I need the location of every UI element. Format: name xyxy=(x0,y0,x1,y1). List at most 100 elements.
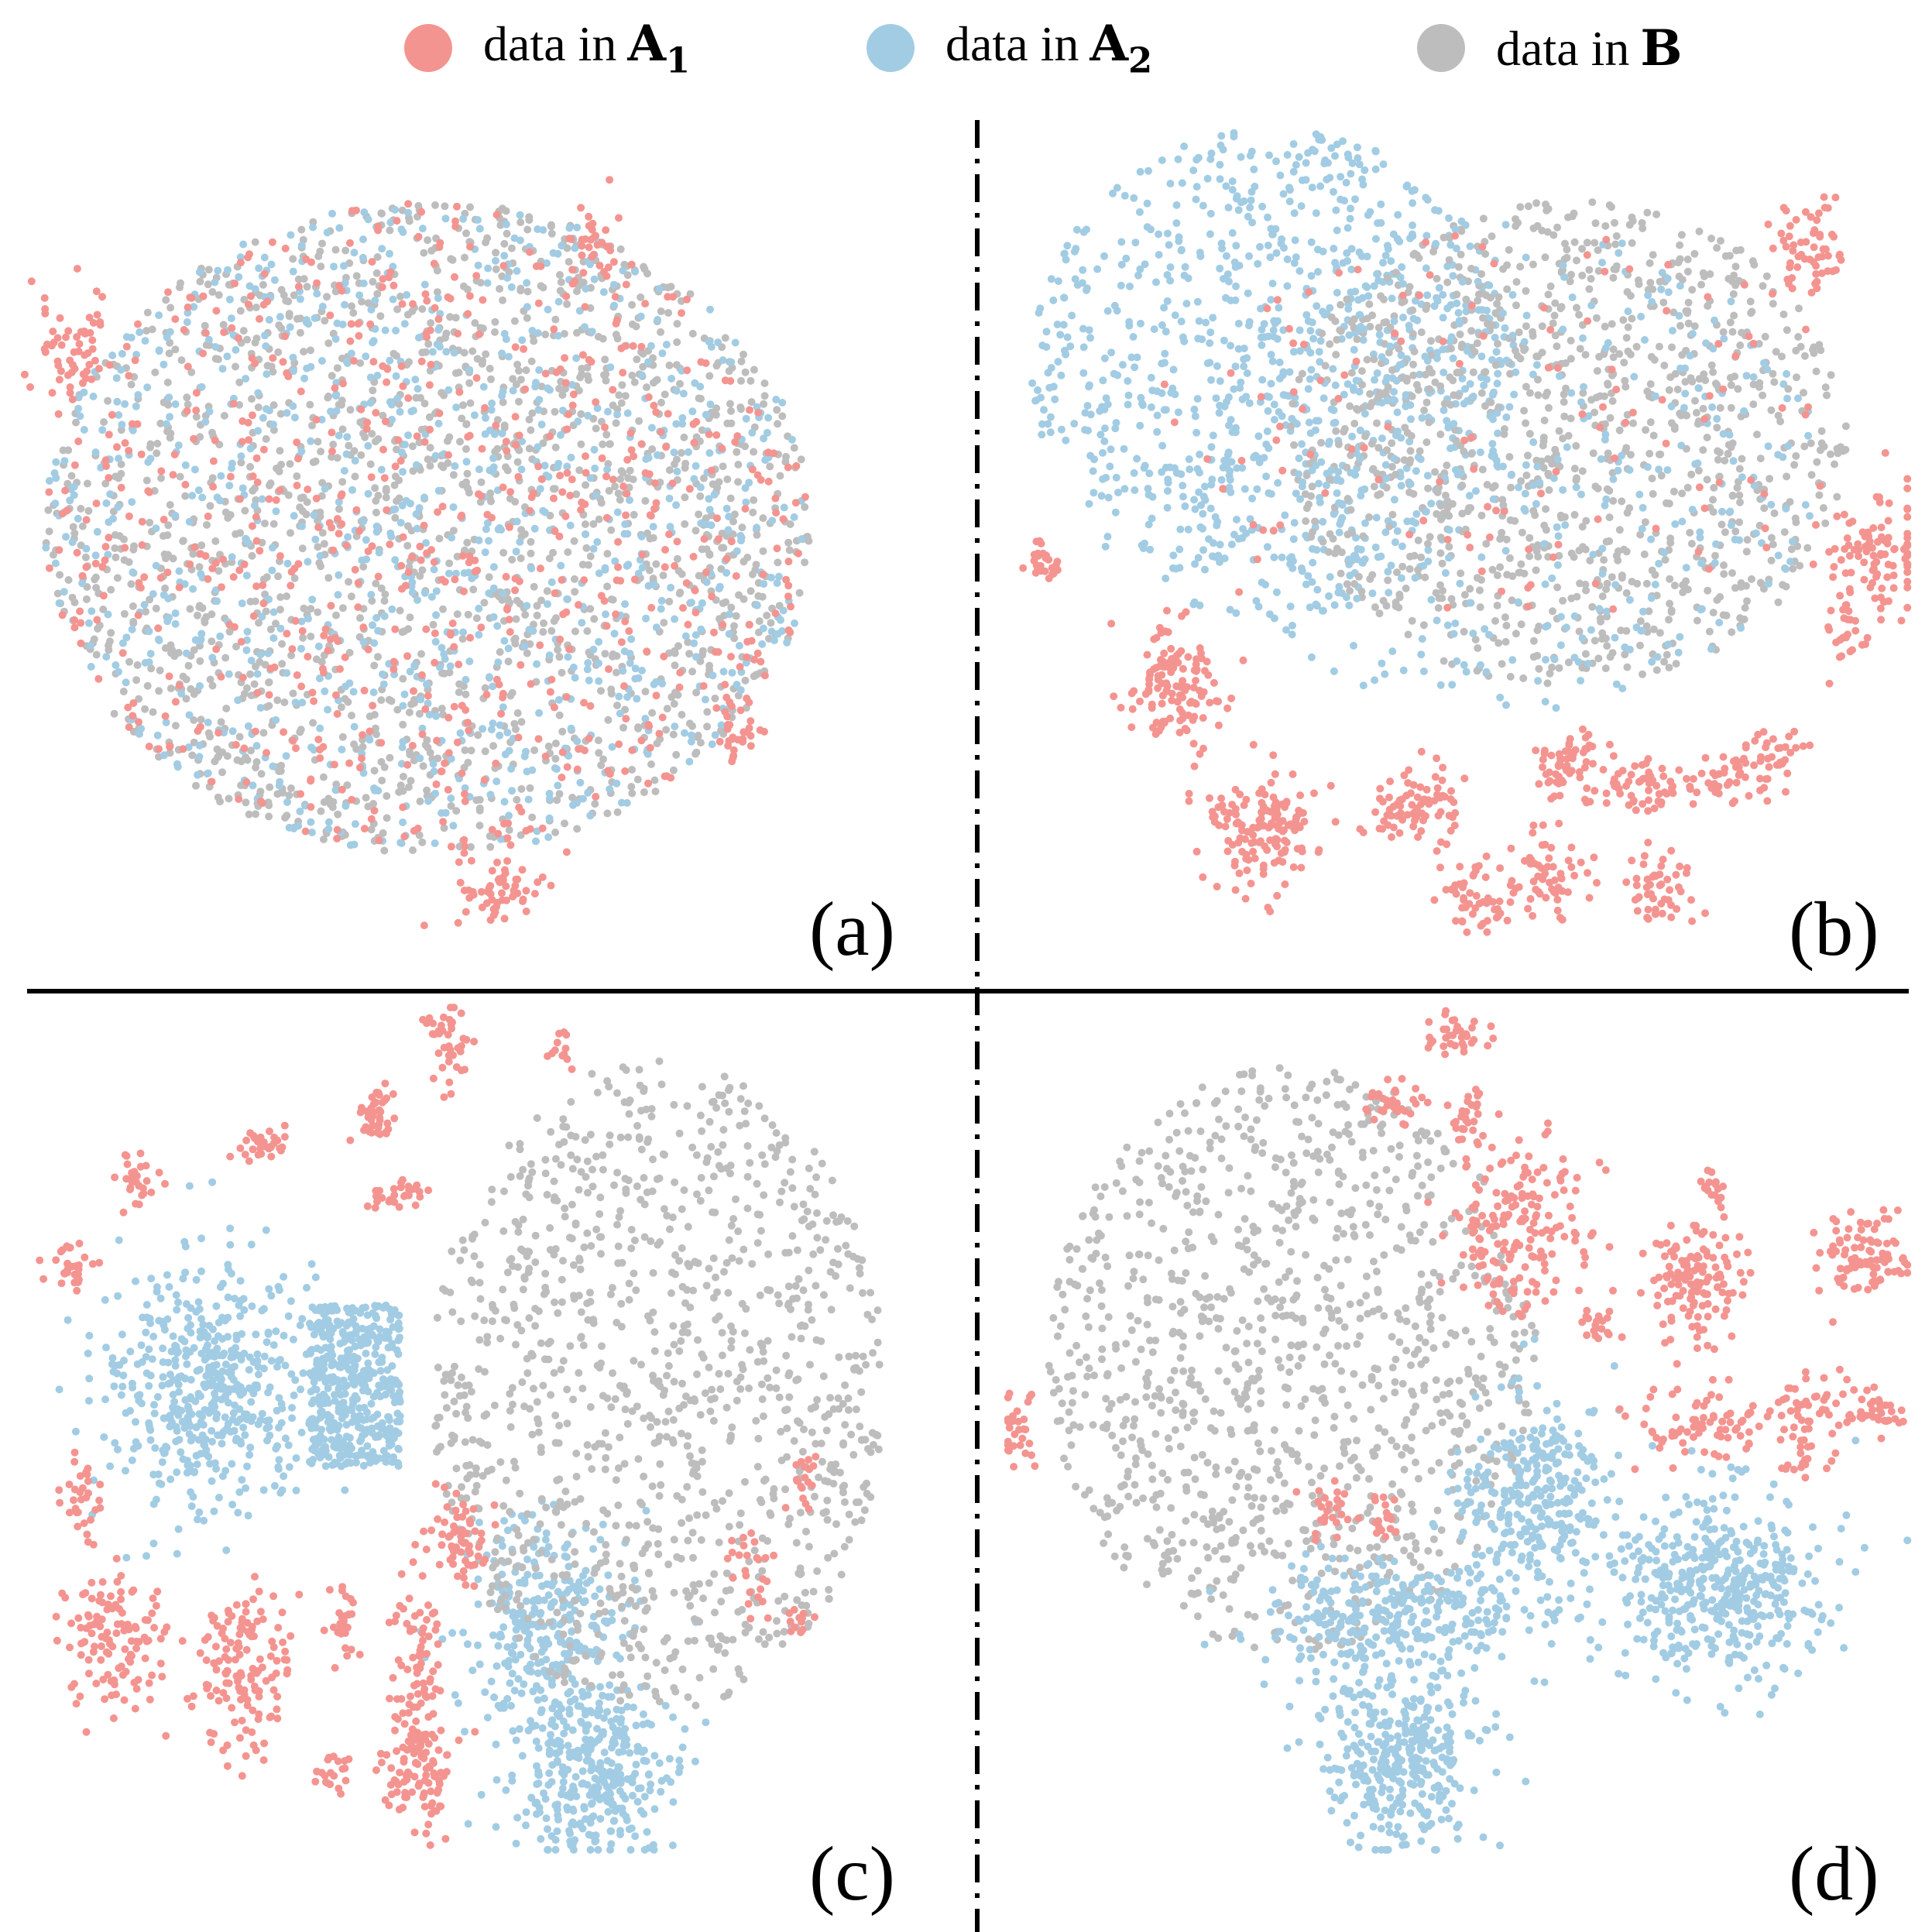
point-b xyxy=(516,218,525,227)
point-a1 xyxy=(73,265,81,273)
point-a2 xyxy=(239,240,248,249)
point-a2 xyxy=(247,657,256,664)
point-a1 xyxy=(534,299,543,307)
point-a1 xyxy=(729,753,737,762)
point-a2 xyxy=(662,341,671,348)
point-b xyxy=(142,327,151,335)
point-a2 xyxy=(253,670,262,678)
point-a2 xyxy=(532,837,540,846)
point-a2 xyxy=(175,567,184,575)
point-a2 xyxy=(725,630,733,638)
point-b xyxy=(1456,330,1464,338)
point-a2 xyxy=(539,506,547,515)
point-a2 xyxy=(1228,228,1237,237)
point-a2 xyxy=(1109,189,1117,197)
point-a2 xyxy=(414,595,421,604)
point-a2 xyxy=(672,386,681,395)
point-b xyxy=(303,498,311,506)
point-a2 xyxy=(1306,327,1315,335)
point-b xyxy=(571,588,579,596)
point-b xyxy=(1743,597,1751,606)
point-b xyxy=(1538,322,1546,331)
point-b xyxy=(1419,621,1428,630)
point-a2 xyxy=(1216,264,1224,273)
point-a2 xyxy=(1492,348,1501,356)
point-a1 xyxy=(454,329,462,338)
point-a1 xyxy=(73,548,81,557)
point-a1 xyxy=(480,776,489,784)
point-a2 xyxy=(623,409,632,417)
point-b xyxy=(364,299,372,307)
point-a2 xyxy=(1155,230,1163,238)
point-b xyxy=(730,622,738,630)
point-a1 xyxy=(105,361,114,369)
point-a2 xyxy=(237,452,245,461)
point-a2 xyxy=(685,757,694,766)
point-b xyxy=(1545,486,1553,494)
point-a1 xyxy=(370,806,379,815)
point-a1 xyxy=(471,568,479,576)
point-a1 xyxy=(699,681,708,690)
point-b xyxy=(241,506,249,515)
point-a1 xyxy=(196,550,204,558)
point-a1 xyxy=(486,890,495,898)
point-b xyxy=(630,378,639,386)
point-a1 xyxy=(579,269,588,277)
point-a2 xyxy=(1308,318,1316,327)
point-b xyxy=(1524,202,1532,211)
point-b xyxy=(265,482,273,489)
point-b xyxy=(1494,340,1502,348)
point-b xyxy=(458,414,466,423)
point-a2 xyxy=(1346,214,1354,223)
point-b xyxy=(370,661,379,670)
point-b xyxy=(1532,199,1541,208)
point-a1 xyxy=(621,341,630,350)
point-b xyxy=(133,661,142,669)
point-b xyxy=(1730,311,1738,320)
point-a2 xyxy=(554,297,563,306)
point-a2 xyxy=(760,580,768,589)
point-b xyxy=(547,222,555,231)
point-b xyxy=(101,479,110,488)
point-a1 xyxy=(74,438,83,445)
point-a2 xyxy=(276,777,284,786)
point-a2 xyxy=(1371,235,1380,243)
point-a2 xyxy=(381,326,389,335)
point-b xyxy=(1311,517,1319,526)
point-a2 xyxy=(731,338,740,347)
point-b xyxy=(1660,362,1669,369)
point-a1 xyxy=(137,450,146,458)
point-a2 xyxy=(642,614,650,623)
point-a1 xyxy=(165,672,173,681)
point-a2 xyxy=(1196,252,1205,260)
point-a2 xyxy=(160,591,168,599)
point-a1 xyxy=(131,356,139,365)
point-b xyxy=(462,481,470,489)
point-a1 xyxy=(316,746,324,753)
point-a1 xyxy=(199,292,208,300)
point-a1 xyxy=(668,479,677,488)
point-a2 xyxy=(1368,589,1377,598)
point-a1 xyxy=(338,785,346,794)
point-a2 xyxy=(155,346,163,355)
point-a1 xyxy=(75,340,84,348)
point-a2 xyxy=(1279,190,1288,198)
point-b xyxy=(239,327,248,335)
point-a2 xyxy=(335,571,343,579)
point-a2 xyxy=(1135,208,1144,216)
point-a1 xyxy=(613,576,621,585)
point-a2 xyxy=(1181,502,1189,510)
point-b xyxy=(318,239,326,248)
point-a2 xyxy=(242,646,251,654)
point-a2 xyxy=(1036,304,1045,313)
point-b xyxy=(190,690,198,698)
point-a2 xyxy=(349,688,358,696)
point-b xyxy=(697,394,705,403)
point-a1 xyxy=(488,513,496,522)
point-b xyxy=(664,309,673,317)
point-b xyxy=(120,609,129,618)
point-a2 xyxy=(1217,132,1226,140)
point-a1 xyxy=(458,511,466,520)
point-b xyxy=(286,460,294,468)
point-b xyxy=(418,838,427,846)
